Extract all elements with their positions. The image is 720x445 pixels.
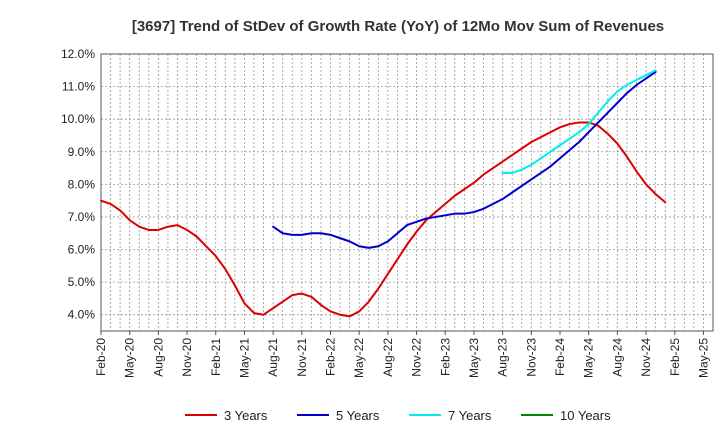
x-tick-label: Feb-21 xyxy=(209,338,223,376)
legend: 3 Years 5 Years 7 Years 10 Years xyxy=(185,408,611,423)
series-layer xyxy=(100,69,667,318)
x-tick-label: May-21 xyxy=(237,338,251,378)
x-tick-label: Nov-24 xyxy=(639,338,653,377)
x-tick-label: Feb-20 xyxy=(94,338,108,376)
x-tick-label: Nov-22 xyxy=(410,338,424,377)
y-tick-label: 5.0% xyxy=(68,275,96,289)
series-line-3-years xyxy=(100,121,667,318)
x-tick-label: May-20 xyxy=(123,338,137,378)
y-tick-label: 11.0% xyxy=(62,80,95,94)
x-tick-label: Feb-24 xyxy=(553,338,567,376)
x-tick-label: May-25 xyxy=(696,338,710,378)
x-tick-label: Feb-25 xyxy=(668,338,682,376)
x-tick-label: Feb-23 xyxy=(438,338,452,376)
y-tick-label: 4.0% xyxy=(68,308,96,322)
x-tick-label: Nov-21 xyxy=(295,338,309,377)
x-tick-label: May-23 xyxy=(467,338,481,378)
y-tick-label: 7.0% xyxy=(68,210,96,224)
x-tick-label: May-22 xyxy=(352,338,366,378)
legend-label-10-years: 10 Years xyxy=(560,408,611,423)
x-tick-label: Aug-20 xyxy=(151,338,165,377)
series-line-5-years xyxy=(272,70,657,249)
x-tick-label: Nov-20 xyxy=(180,338,194,377)
y-axis: 4.0% 5.0% 6.0% 7.0% 8.0% 9.0% 10.0% 11.0% 12.0% xyxy=(61,47,95,322)
y-tick-label: 8.0% xyxy=(68,177,96,191)
x-tick-label: Nov-23 xyxy=(524,338,538,377)
y-tick-label: 12.0% xyxy=(61,47,95,61)
x-tick-label: Aug-22 xyxy=(381,338,395,377)
series-line-7-years xyxy=(501,69,657,174)
chart-title: [3697] Trend of StDev of Growth Rate (Yo… xyxy=(132,18,664,35)
y-tick-label: 6.0% xyxy=(68,243,96,257)
legend-label-3-years: 3 Years xyxy=(224,408,268,423)
grid-layer xyxy=(101,53,713,331)
x-tick-label: Aug-23 xyxy=(496,338,510,377)
y-tick-label: 9.0% xyxy=(68,145,96,159)
x-tick-label: May-24 xyxy=(582,338,596,378)
x-tick-label: Aug-24 xyxy=(610,338,624,377)
plot-frame xyxy=(100,53,714,332)
y-tick-label: 10.0% xyxy=(61,112,95,126)
x-tick-label: Feb-22 xyxy=(324,338,338,376)
legend-label-5-years: 5 Years xyxy=(336,408,380,423)
legend-label-7-years: 7 Years xyxy=(448,408,492,423)
x-tick-label: Aug-21 xyxy=(266,338,280,377)
x-axis: Feb-20 May-20 Aug-20 Nov-20 Feb-21 May-21 Aug-… xyxy=(94,331,710,378)
